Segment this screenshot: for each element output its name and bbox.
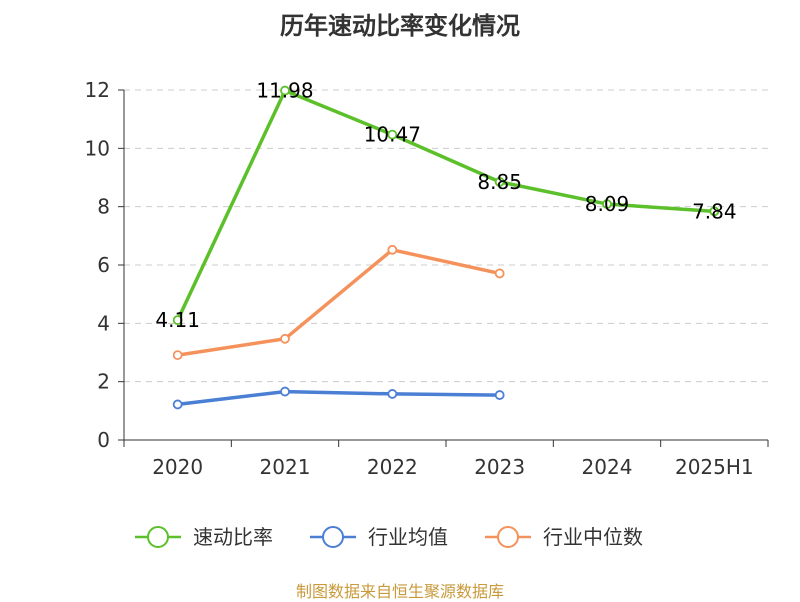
data-point	[280, 333, 290, 344]
data-point	[494, 268, 505, 279]
y-tick-label: 8	[97, 195, 110, 219]
data-point	[172, 399, 183, 410]
legend-marker-icon	[497, 526, 519, 548]
y-tick-label: 2	[97, 370, 110, 394]
y-tick-label: 0	[97, 428, 110, 452]
data-point	[280, 386, 290, 397]
data-point	[387, 244, 398, 255]
chart-title: 历年速动比率变化情况	[280, 12, 520, 40]
data-point	[387, 129, 398, 140]
legend: 速动比率 行业均值 行业中位数	[135, 525, 643, 549]
x-tick-label: 2022	[367, 455, 418, 479]
data-label: 11.98	[256, 79, 313, 103]
data-point	[172, 350, 183, 361]
axes: 0 2 4 6 8 10 12 2020 2021 2022 2023 2024 2025H1	[85, 78, 769, 479]
series-lines	[172, 85, 720, 410]
x-tick-label: 2024	[582, 455, 633, 479]
data-label: 4.11	[155, 308, 200, 332]
data-point	[387, 389, 398, 399]
y-tick-label: 12	[85, 78, 110, 102]
data-point	[172, 315, 183, 326]
y-tick-label: 6	[97, 253, 110, 277]
x-tick-label: 2025H1	[675, 455, 754, 479]
y-tick-label: 10	[85, 136, 110, 160]
legend-item: 行业均值	[310, 525, 448, 549]
legend-marker-icon	[147, 526, 169, 548]
data-point	[280, 85, 290, 96]
grid-lines	[124, 89, 768, 383]
data-point	[494, 176, 505, 187]
data-point	[494, 390, 505, 400]
legend-label: 行业均值	[368, 525, 448, 549]
data-label: 7.84	[692, 199, 737, 223]
data-label: 8.09	[585, 192, 630, 216]
series-line	[177, 389, 500, 407]
data-labels: 4.11 11.98 10.47 8.85 8.09 7.84	[155, 79, 736, 333]
y-tick-label: 4	[97, 311, 110, 335]
data-label: 8.85	[477, 170, 522, 194]
x-tick-label: 2021	[260, 455, 311, 479]
x-tick-label: 2023	[474, 455, 525, 479]
legend-label: 行业中位数	[543, 525, 643, 549]
series-line	[177, 248, 501, 357]
x-tick-label: 2020	[152, 455, 203, 479]
data-point	[602, 199, 612, 209]
legend-marker-icon	[322, 526, 344, 548]
data-label: 10.47	[364, 123, 421, 147]
source-note: 制图数据来自恒生聚源数据库	[295, 582, 504, 601]
legend-label: 速动比率	[193, 525, 273, 549]
series-line	[176, 88, 715, 321]
legend-item: 行业中位数	[485, 525, 643, 549]
legend-item: 速动比率	[135, 525, 273, 549]
data-point	[709, 206, 720, 217]
